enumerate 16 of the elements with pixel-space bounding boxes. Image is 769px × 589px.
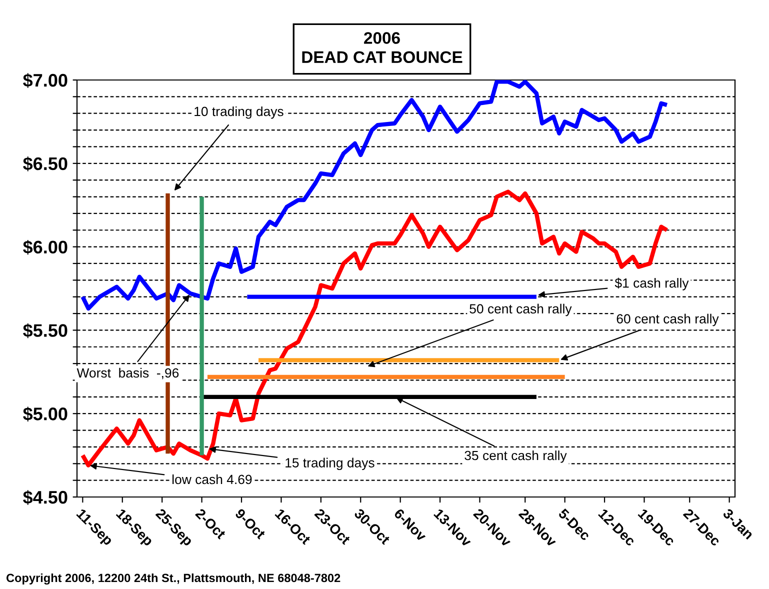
- annotation: 10 trading days: [194, 106, 284, 119]
- y-tick-label: $4.50: [23, 490, 68, 505]
- annotation: Worst basis -,96: [76, 368, 179, 380]
- y-tick-label: $5.50: [23, 323, 68, 338]
- annotation: 15 trading days: [286, 458, 374, 470]
- y-tick-label: $6.50: [23, 156, 68, 172]
- text: Copyright 2006, 12200 24th St., Plattsmouth, NE 68048-7802: [6, 573, 340, 585]
- annotation: $1 cash rally: [614, 278, 689, 290]
- annotation: 50 cent cash rally: [470, 304, 572, 316]
- annotation: 35 cent cash rally: [464, 450, 567, 463]
- y-tick-label: $6.00: [23, 240, 68, 255]
- chart-title: 2006 DEAD CAT BOUNCE: [302, 32, 462, 64]
- y-tick-label: $7.00: [23, 73, 68, 88]
- y-tick-label: $5.00: [23, 406, 68, 422]
- annotation: low cash 4.69: [172, 474, 252, 484]
- annotation: 60 cent cash rally: [616, 314, 719, 326]
